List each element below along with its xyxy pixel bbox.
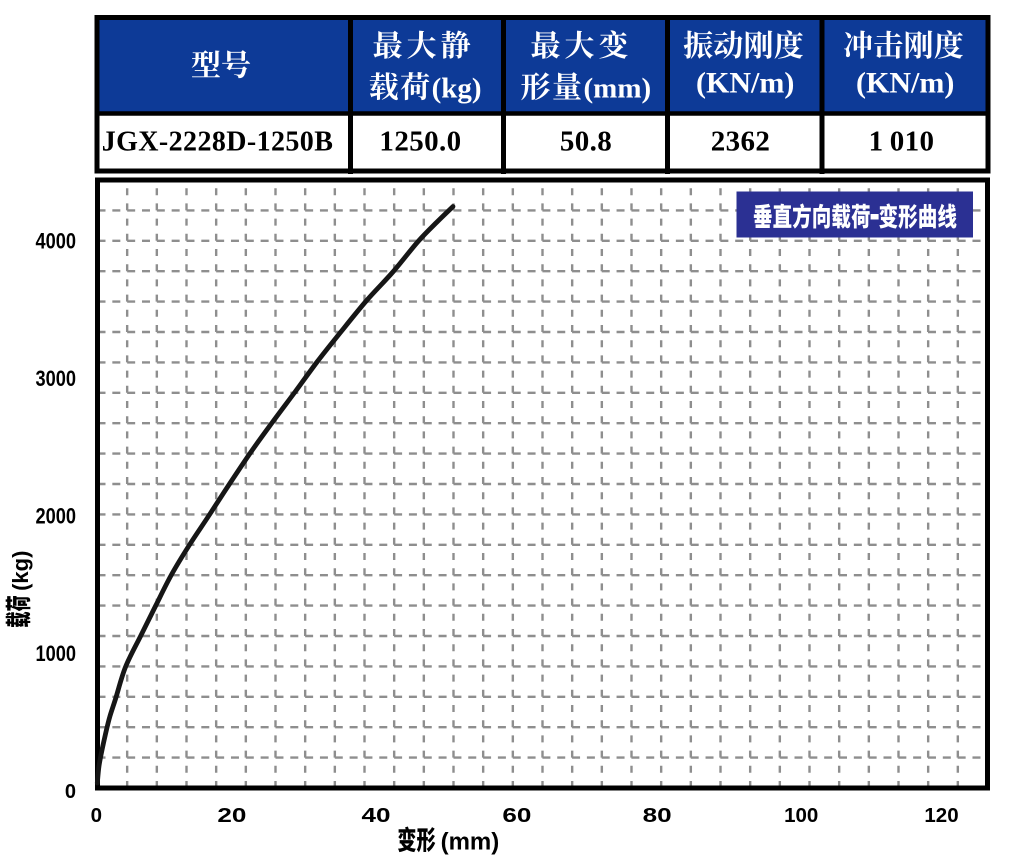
svg-text:0: 0 <box>65 781 76 803</box>
svg-text:100: 100 <box>784 804 818 827</box>
svg-text:80: 80 <box>643 804 672 827</box>
svg-text:1 010: 1 010 <box>869 126 935 158</box>
svg-text:60: 60 <box>502 804 531 827</box>
svg-text:4000: 4000 <box>36 229 77 254</box>
svg-text:2362: 2362 <box>711 126 771 158</box>
svg-text:3000: 3000 <box>36 366 77 391</box>
svg-text:(kg): (kg) <box>432 73 482 105</box>
svg-text:50.8: 50.8 <box>560 126 612 158</box>
svg-text:40: 40 <box>362 804 391 827</box>
svg-text:(KN/m): (KN/m) <box>696 67 794 100</box>
svg-text:1250.0: 1250.0 <box>379 126 461 158</box>
svg-text:1000: 1000 <box>36 641 77 666</box>
svg-text:20: 20 <box>217 804 246 827</box>
svg-text:(mm): (mm) <box>584 73 652 105</box>
svg-text:120: 120 <box>924 804 958 827</box>
svg-text:(mm): (mm) <box>436 829 499 856</box>
svg-text:0: 0 <box>91 804 102 827</box>
svg-text:2000: 2000 <box>36 503 77 528</box>
svg-text:(kg): (kg) <box>8 551 33 596</box>
svg-text:JGX-2228D-1250B: JGX-2228D-1250B <box>102 127 334 158</box>
svg-text:(KN/m): (KN/m) <box>856 67 954 100</box>
